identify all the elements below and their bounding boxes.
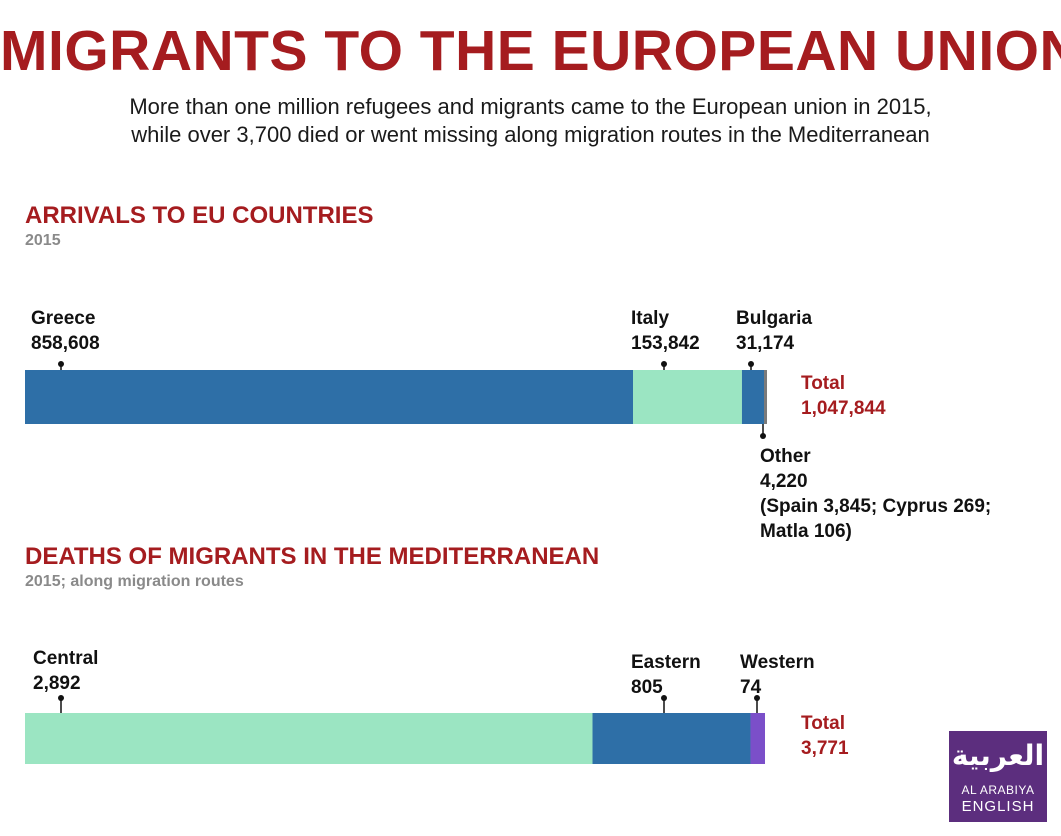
western-label: Western 74	[740, 650, 815, 700]
logo-line-2: ENGLISH	[961, 798, 1035, 815]
bar-italy	[632, 370, 742, 424]
leader-dot-italy	[661, 361, 667, 367]
central-value: 2,892	[33, 673, 81, 694]
leader-dot-other	[760, 433, 766, 439]
subtitle-line-1: More than one million refugees and migra…	[129, 94, 932, 119]
bar-western	[750, 713, 765, 764]
eastern-name: Eastern	[631, 652, 701, 673]
other-label: Other 4,220 (Spain 3,845; Cyprus 269; Ma…	[760, 444, 991, 544]
italy-name: Italy	[631, 308, 670, 329]
greece-value: 858,608	[31, 333, 100, 354]
arrivals-chart-title: ARRIVALS TO EU COUNTRIES	[25, 202, 374, 229]
bar-other	[764, 370, 767, 424]
leader-dot-western	[754, 695, 760, 701]
leader-dot-bulgaria	[748, 361, 754, 367]
deaths-total: Total 3,771	[801, 711, 849, 761]
bar-greece	[25, 370, 633, 424]
subtitle-line-2: while over 3,700 died or went missing al…	[131, 122, 930, 147]
deaths-chart-title: DEATHS OF MIGRANTS IN THE MEDITERRANEAN	[25, 543, 600, 570]
bar-central	[25, 713, 593, 764]
western-name: Western	[740, 652, 815, 673]
arrivals-chart-subtitle: 2015	[25, 232, 61, 249]
other-detail-2: Matla 106)	[760, 521, 852, 542]
arrivals-total-label: Total	[801, 373, 845, 394]
leader-dot-eastern	[661, 695, 667, 701]
leader-dot-greece	[58, 361, 64, 367]
deaths-chart-subtitle: 2015; along migration routes	[25, 573, 244, 590]
central-label: Central 2,892	[33, 646, 98, 696]
bar-bulgaria	[741, 370, 765, 424]
other-detail-1: (Spain 3,845; Cyprus 269;	[760, 496, 992, 517]
bar-eastern	[592, 713, 751, 764]
page-subtitle: More than one million refugees and migra…	[0, 93, 1061, 149]
logo-arabic-text: العربية	[951, 740, 1045, 771]
eastern-value: 805	[631, 677, 663, 698]
logo-line-1: AL ARABIYA	[961, 783, 1035, 797]
greece-label: Greece 858,608	[31, 306, 100, 356]
italy-label: Italy 153,842	[631, 306, 700, 356]
deaths-total-value: 3,771	[801, 738, 849, 759]
bulgaria-label: Bulgaria 31,174	[736, 306, 812, 356]
other-name: Other	[760, 446, 811, 467]
greece-name: Greece	[31, 308, 96, 329]
al-arabiya-logo: العربية AL ARABIYA ENGLISH	[949, 731, 1047, 822]
arrivals-total: Total 1,047,844	[801, 371, 886, 421]
eastern-label: Eastern 805	[631, 650, 701, 700]
leader-dot-central	[58, 695, 64, 701]
western-value: 74	[740, 677, 762, 698]
page-title: MIGRANTS TO THE EUROPEAN UNION	[0, 19, 1061, 83]
arrivals-total-value: 1,047,844	[801, 398, 886, 419]
bulgaria-value: 31,174	[736, 333, 795, 354]
bulgaria-name: Bulgaria	[736, 308, 813, 329]
italy-value: 153,842	[631, 333, 700, 354]
central-name: Central	[33, 648, 99, 669]
deaths-total-label: Total	[801, 713, 845, 734]
other-value: 4,220	[760, 471, 808, 492]
